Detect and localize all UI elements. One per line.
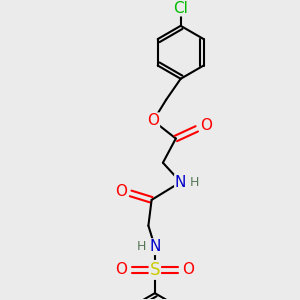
Text: Cl: Cl bbox=[173, 1, 188, 16]
Text: H: H bbox=[136, 240, 146, 253]
Text: N: N bbox=[175, 175, 186, 190]
Text: H: H bbox=[190, 176, 199, 189]
Text: O: O bbox=[200, 118, 212, 133]
Text: O: O bbox=[147, 113, 159, 128]
Text: O: O bbox=[116, 184, 128, 199]
Text: O: O bbox=[182, 262, 194, 278]
Text: O: O bbox=[115, 262, 127, 278]
Text: N: N bbox=[149, 239, 160, 254]
Text: S: S bbox=[150, 261, 160, 279]
